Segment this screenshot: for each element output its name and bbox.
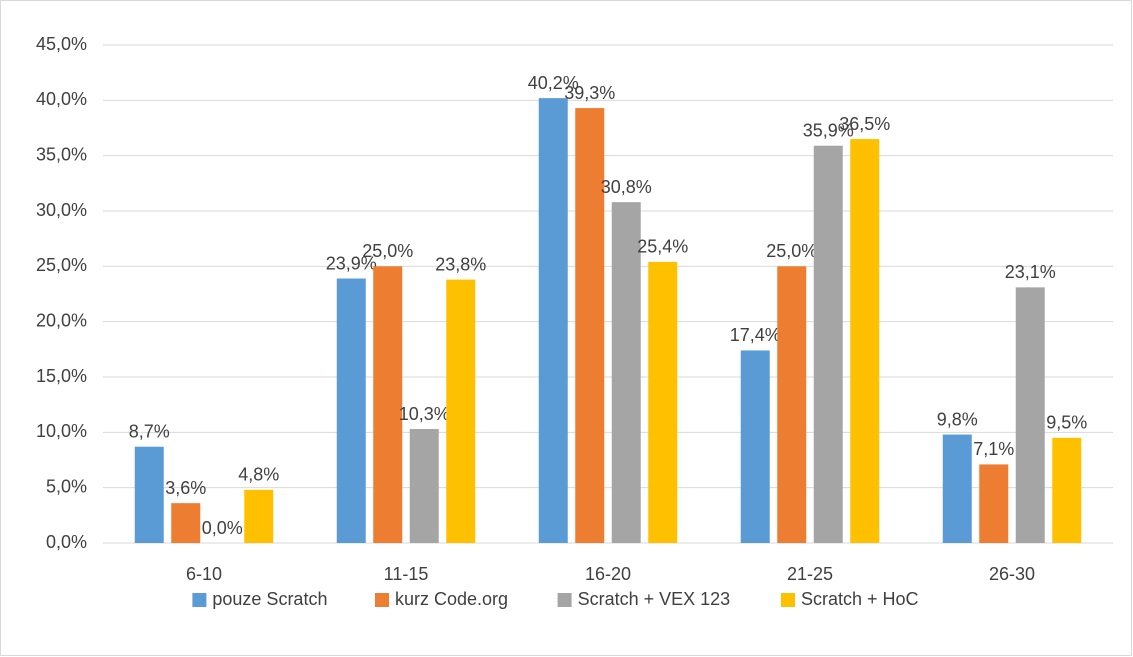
- x-tick-label: 26-30: [989, 564, 1035, 584]
- legend-label: Scratch + VEX 123: [578, 589, 731, 609]
- x-tick-label: 6-10: [186, 564, 222, 584]
- data-label: 23,1%: [1005, 262, 1056, 282]
- data-label: 25,4%: [637, 237, 688, 257]
- legend-swatch: [557, 593, 572, 607]
- bar: [575, 108, 605, 543]
- y-tick-label: 20,0%: [36, 310, 87, 330]
- y-tick-label: 45,0%: [36, 34, 87, 54]
- bar: [979, 464, 1009, 543]
- data-label: 25,0%: [766, 241, 817, 261]
- data-label: 30,8%: [601, 177, 652, 197]
- data-label: 36,5%: [839, 114, 890, 134]
- bar: [1052, 437, 1082, 543]
- data-label: 9,5%: [1046, 413, 1087, 433]
- y-tick-label: 5,0%: [46, 476, 87, 496]
- bar: [1015, 287, 1045, 543]
- y-tick-label: 15,0%: [36, 366, 87, 386]
- bar: [446, 279, 476, 543]
- y-tick-label: 30,0%: [36, 200, 87, 220]
- data-label: 35,9%: [803, 120, 854, 140]
- bar: [538, 98, 568, 544]
- bar: [244, 489, 274, 543]
- bar: [813, 145, 843, 543]
- data-label: 9,8%: [937, 409, 978, 429]
- legend-swatch: [781, 593, 795, 607]
- x-tick-label: 21-25: [787, 564, 833, 584]
- data-label: 10,3%: [399, 404, 450, 424]
- data-label: 8,7%: [129, 421, 170, 441]
- legend-swatch: [192, 593, 207, 607]
- y-tick-label: 40,0%: [36, 89, 87, 109]
- bar: [850, 139, 880, 544]
- y-tick-label: 10,0%: [36, 421, 87, 441]
- data-label: 23,9%: [326, 253, 377, 273]
- data-label: 23,8%: [435, 254, 486, 274]
- bar: [777, 266, 807, 543]
- legend-label: Scratch + HoC: [801, 589, 919, 609]
- y-tick-label: 35,0%: [36, 144, 87, 164]
- data-label: 40,2%: [528, 73, 579, 93]
- data-label: 3,6%: [165, 478, 206, 498]
- data-label: 39,3%: [564, 83, 615, 103]
- legend-label: kurz Code.org: [395, 589, 508, 609]
- y-tick-label: 0,0%: [46, 532, 87, 552]
- bar: [171, 503, 201, 543]
- bar: [648, 261, 678, 543]
- legend-swatch: [375, 593, 389, 607]
- legend-label: pouze Scratch: [212, 589, 327, 609]
- bar: [409, 429, 439, 543]
- y-tick-label: 25,0%: [36, 255, 87, 275]
- bar: [336, 278, 366, 543]
- bar: [942, 434, 972, 543]
- x-tick-label: 11-15: [384, 564, 429, 584]
- bar: [134, 446, 164, 543]
- data-label: 17,4%: [730, 325, 781, 345]
- data-label: 0,0%: [202, 518, 243, 538]
- data-label: 7,1%: [973, 439, 1014, 459]
- bar: [740, 350, 770, 543]
- data-label: 4,8%: [238, 465, 279, 485]
- data-label: 25,0%: [362, 241, 413, 261]
- bar: [611, 202, 641, 543]
- bar: [373, 266, 403, 543]
- x-tick-label: 16-20: [585, 564, 631, 584]
